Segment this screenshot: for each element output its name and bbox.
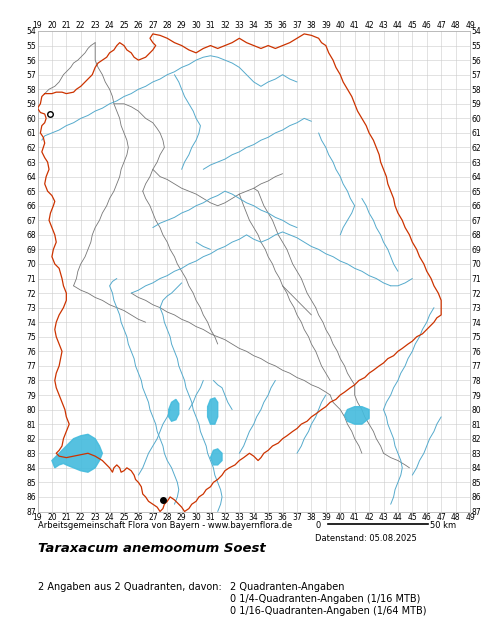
Text: Arbeitsgemeinschaft Flora von Bayern - www.bayernflora.de: Arbeitsgemeinschaft Flora von Bayern - w… xyxy=(38,521,292,530)
Text: 2 Quadranten-Angaben: 2 Quadranten-Angaben xyxy=(230,582,344,591)
Text: 0: 0 xyxy=(315,521,320,530)
Text: 50 km: 50 km xyxy=(430,521,456,530)
Text: 2 Angaben aus 2 Quadranten, davon:: 2 Angaben aus 2 Quadranten, davon: xyxy=(38,582,221,591)
Polygon shape xyxy=(168,399,179,421)
Text: 0 1/16-Quadranten-Angaben (1/64 MTB): 0 1/16-Quadranten-Angaben (1/64 MTB) xyxy=(230,606,426,616)
Polygon shape xyxy=(210,449,222,465)
Text: Taraxacum anemoomum Soest: Taraxacum anemoomum Soest xyxy=(38,542,265,556)
Polygon shape xyxy=(52,435,102,472)
Polygon shape xyxy=(344,407,369,424)
Text: 0 1/4-Quadranten-Angaben (1/16 MTB): 0 1/4-Quadranten-Angaben (1/16 MTB) xyxy=(230,594,420,604)
Polygon shape xyxy=(208,398,218,424)
Text: Datenstand: 05.08.2025: Datenstand: 05.08.2025 xyxy=(315,534,417,544)
